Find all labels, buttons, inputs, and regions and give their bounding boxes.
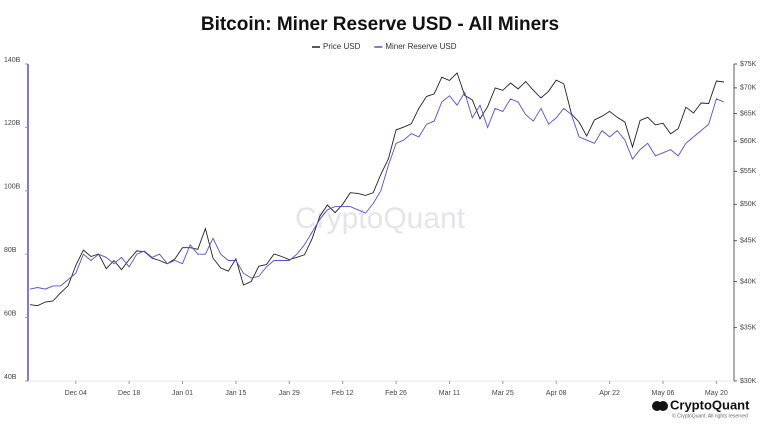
y2-tick-label: $50K — [740, 201, 757, 208]
logo-icon — [652, 401, 668, 411]
watermark: CryptoQuant — [295, 202, 466, 235]
y2-tick-label: $55K — [740, 168, 757, 175]
x-tick-label: Feb 12 — [332, 390, 354, 397]
x-tick-label: Dec 18 — [118, 390, 140, 397]
x-tick-label: Mar 25 — [492, 390, 514, 397]
y2-tick-label: $65K — [740, 110, 757, 117]
x-tick-label: Jan 01 — [172, 390, 193, 397]
y2-tick-label: $30K — [740, 378, 757, 385]
y-tick-label: 100B — [4, 184, 21, 191]
y2-tick-label: $45K — [740, 238, 757, 245]
copyright: © CryptoQuant. All rights reserved — [672, 412, 748, 419]
x-tick-label: Apr 08 — [546, 390, 567, 397]
y2-tick-label: $35K — [740, 325, 757, 332]
x-tick-label: Feb 26 — [385, 390, 407, 397]
series-line — [29, 72, 725, 307]
x-tick-label: Jan 29 — [279, 390, 300, 397]
y2-tick-label: $60K — [740, 138, 757, 145]
y-tick-label: 80B — [4, 247, 17, 254]
x-tick-label: Jan 15 — [225, 390, 246, 397]
y2-tick-label: $70K — [740, 85, 757, 92]
legend-label: Miner Reserve USD — [385, 42, 456, 51]
y-tick-label: 140B — [4, 57, 21, 64]
x-tick-label: May 06 — [652, 390, 675, 397]
y-tick-label: 40B — [4, 374, 17, 381]
y2-tick-label: $40K — [740, 278, 757, 285]
chart-title: Bitcoin: Miner Reserve USD - All Miners — [201, 14, 559, 35]
x-tick-label: Apr 22 — [599, 390, 620, 397]
x-tick-label: May 20 — [705, 390, 728, 397]
y2-tick-label: $75K — [740, 61, 757, 68]
y-tick-label: 120B — [4, 120, 21, 127]
brand: CryptoQuant — [670, 397, 750, 412]
legend-label: Price USD — [323, 42, 361, 51]
y-tick-label: 60B — [4, 310, 17, 317]
x-tick-label: Dec 04 — [65, 390, 87, 397]
series-line — [29, 91, 725, 290]
x-tick-label: Mar 11 — [439, 390, 460, 397]
